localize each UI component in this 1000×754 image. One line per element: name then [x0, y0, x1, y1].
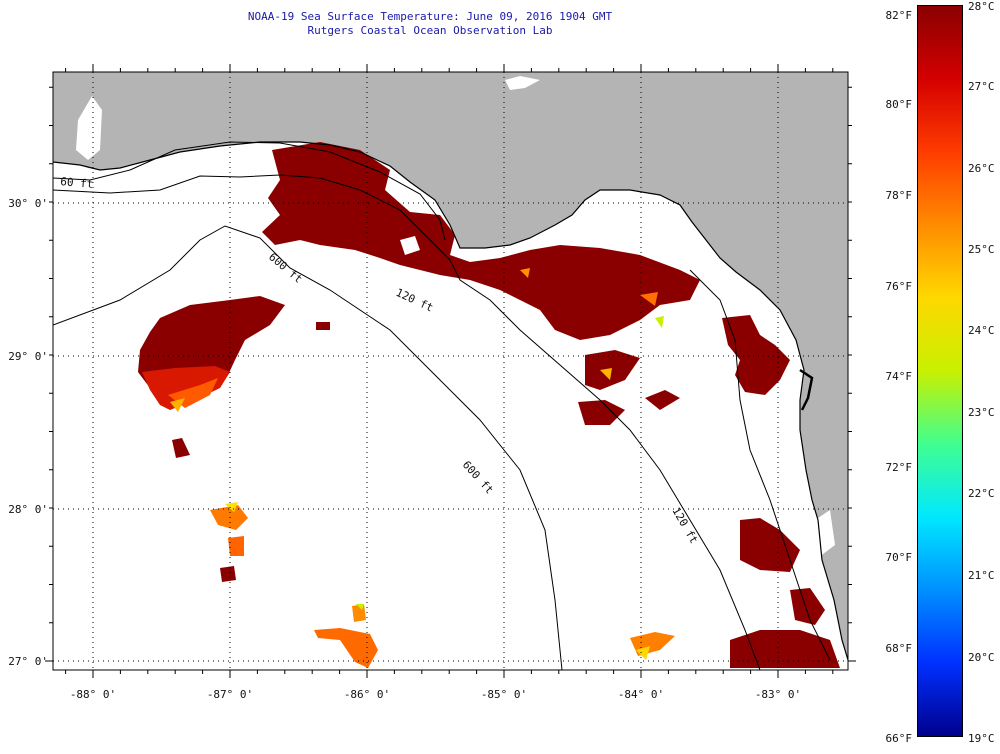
sst-warm-patches: [138, 142, 840, 668]
colorbar-c-label: 23°C: [968, 406, 995, 419]
lon-label: -85° 0': [481, 688, 527, 701]
lat-label: 30° 0': [8, 197, 48, 210]
colorbar-c-label: 20°C: [968, 651, 995, 664]
colorbar-f-label: 70°F: [885, 551, 913, 564]
colorbar-c-label: 26°C: [968, 162, 995, 175]
latitude-labels: 30° 0' 29° 0' 28° 0' 27° 0': [8, 197, 48, 668]
lon-label: -87° 0': [207, 688, 253, 701]
lat-label: 28° 0': [8, 503, 48, 516]
colorbar-f-label: 68°F: [885, 642, 913, 655]
lon-label: -86° 0': [344, 688, 390, 701]
colorbar-c-label: 21°C: [968, 569, 995, 582]
colorbar-c-label: 28°C: [968, 0, 995, 13]
colorbar-f-label: 78°F: [885, 189, 913, 202]
isobath-label: 60 ft: [60, 175, 94, 191]
colorbar-f-label: 66°F: [885, 732, 913, 745]
colorbar-c-label: 27°C: [968, 80, 995, 93]
lon-label: -84° 0': [618, 688, 664, 701]
temperature-colorbar: [917, 5, 963, 737]
colorbar-c-label: 22°C: [968, 487, 995, 500]
map-title: NOAA-19 Sea Surface Temperature: June 09…: [247, 10, 613, 23]
colorbar-f-label: 82°F: [885, 9, 913, 22]
isobath-contours: [53, 141, 831, 670]
colorbar-f-label: 80°F: [885, 98, 913, 111]
colorbar-c-label: 24°C: [968, 324, 995, 337]
land-mass: [53, 72, 848, 660]
colorbar-f-label: 74°F: [885, 370, 913, 383]
lon-label: -88° 0': [70, 688, 116, 701]
coastline: [53, 141, 848, 661]
lat-label: 27° 0': [8, 655, 48, 668]
map-subtitle: Rutgers Coastal Ocean Observation Lab: [307, 24, 553, 37]
colorbar-c-label: 19°C: [968, 732, 995, 745]
axis-ticks: [45, 64, 856, 678]
colorbar-f-label: 76°F: [885, 280, 913, 293]
colorbar-f-label: 72°F: [885, 461, 913, 474]
colorbar-c-label: 25°C: [968, 243, 995, 256]
lon-label: -83° 0': [755, 688, 801, 701]
longitude-labels: -88° 0' -87° 0' -86° 0' -85° 0' -84° 0' …: [70, 688, 801, 701]
lat-label: 29° 0': [8, 350, 48, 363]
map-frame: [52, 71, 849, 671]
